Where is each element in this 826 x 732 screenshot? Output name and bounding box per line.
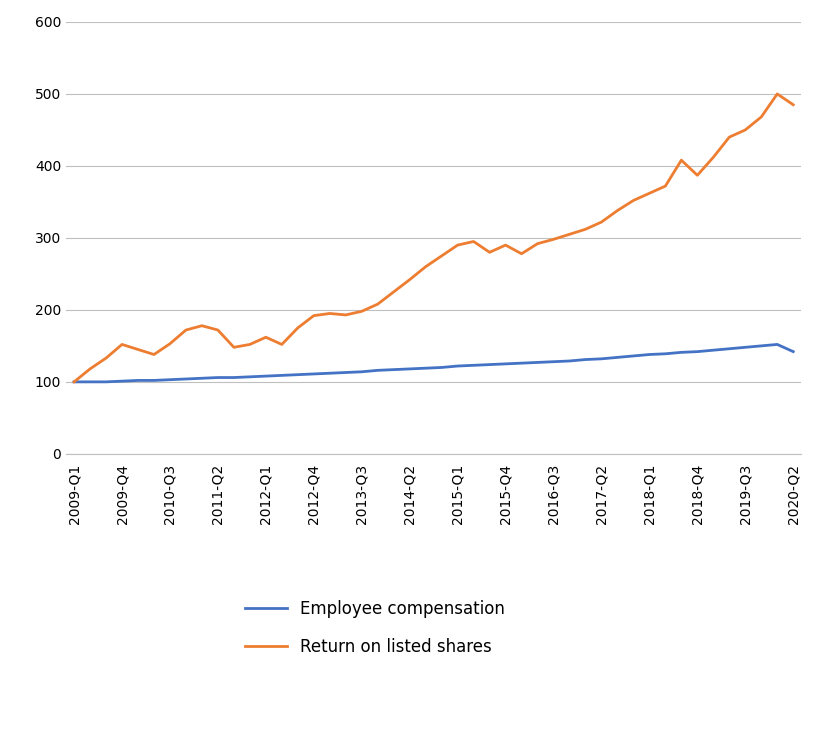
Employee compensation <box>277 371 287 380</box>
Employee compensation <box>357 367 367 376</box>
Employee compensation <box>629 351 638 360</box>
Return on listed shares <box>485 248 495 257</box>
Return on listed shares <box>229 343 239 351</box>
Return on listed shares <box>676 156 686 165</box>
Return on listed shares <box>213 326 223 335</box>
Return on listed shares <box>261 333 271 342</box>
Line: Employee compensation: Employee compensation <box>74 345 793 382</box>
Employee compensation <box>757 341 767 351</box>
Return on listed shares <box>468 237 478 246</box>
Return on listed shares <box>772 89 782 98</box>
Return on listed shares <box>85 365 95 373</box>
Return on listed shares <box>564 230 574 239</box>
Return on listed shares <box>740 125 750 134</box>
Return on listed shares <box>548 235 558 244</box>
Return on listed shares <box>133 345 143 354</box>
Employee compensation <box>453 362 463 370</box>
Return on listed shares <box>629 196 638 205</box>
Employee compensation <box>101 378 111 386</box>
Return on listed shares <box>277 340 287 349</box>
Employee compensation <box>740 343 750 351</box>
Line: Return on listed shares: Return on listed shares <box>74 94 793 382</box>
Return on listed shares <box>101 354 111 362</box>
Return on listed shares <box>692 171 702 179</box>
Return on listed shares <box>357 307 367 315</box>
Employee compensation <box>325 369 335 378</box>
Return on listed shares <box>709 153 719 162</box>
Employee compensation <box>724 344 734 353</box>
Employee compensation <box>293 370 303 379</box>
Employee compensation <box>485 360 495 369</box>
Return on listed shares <box>533 239 543 248</box>
Employee compensation <box>341 368 351 377</box>
Employee compensation <box>644 350 654 359</box>
Employee compensation <box>661 349 671 358</box>
Employee compensation <box>197 374 206 383</box>
Return on listed shares <box>581 225 591 234</box>
Employee compensation <box>245 373 255 381</box>
Return on listed shares <box>405 275 415 284</box>
Employee compensation <box>261 372 271 381</box>
Employee compensation <box>213 373 223 382</box>
Return on listed shares <box>149 350 159 359</box>
Employee compensation <box>676 348 686 356</box>
Return on listed shares <box>245 340 255 349</box>
Employee compensation <box>612 353 623 362</box>
Return on listed shares <box>612 206 623 215</box>
Employee compensation <box>133 376 143 385</box>
Return on listed shares <box>325 309 335 318</box>
Return on listed shares <box>596 217 606 226</box>
Return on listed shares <box>309 311 319 320</box>
Return on listed shares <box>293 324 303 332</box>
Return on listed shares <box>644 189 654 198</box>
Employee compensation <box>389 365 399 374</box>
Return on listed shares <box>724 132 734 141</box>
Employee compensation <box>405 365 415 373</box>
Employee compensation <box>437 363 447 372</box>
Employee compensation <box>516 359 526 367</box>
Return on listed shares <box>757 113 767 122</box>
Return on listed shares <box>516 250 526 258</box>
Employee compensation <box>709 346 719 354</box>
Return on listed shares <box>117 340 127 349</box>
Return on listed shares <box>420 262 430 271</box>
Employee compensation <box>468 361 478 370</box>
Return on listed shares <box>197 321 206 330</box>
Return on listed shares <box>69 378 79 386</box>
Employee compensation <box>85 378 95 386</box>
Return on listed shares <box>373 299 382 308</box>
Employee compensation <box>501 359 510 368</box>
Employee compensation <box>373 366 382 375</box>
Employee compensation <box>564 356 574 365</box>
Employee compensation <box>548 357 558 366</box>
Employee compensation <box>309 370 319 378</box>
Employee compensation <box>117 377 127 386</box>
Return on listed shares <box>437 252 447 261</box>
Return on listed shares <box>389 288 399 296</box>
Employee compensation <box>69 378 79 386</box>
Employee compensation <box>596 354 606 363</box>
Employee compensation <box>229 373 239 382</box>
Return on listed shares <box>165 340 175 348</box>
Employee compensation <box>149 376 159 385</box>
Return on listed shares <box>341 310 351 319</box>
Employee compensation <box>420 364 430 373</box>
Return on listed shares <box>453 241 463 250</box>
Employee compensation <box>533 358 543 367</box>
Employee compensation <box>181 375 191 384</box>
Return on listed shares <box>788 100 798 109</box>
Employee compensation <box>772 340 782 349</box>
Legend: Employee compensation, Return on listed shares: Employee compensation, Return on listed … <box>244 600 505 657</box>
Return on listed shares <box>661 182 671 190</box>
Employee compensation <box>165 376 175 384</box>
Employee compensation <box>581 355 591 364</box>
Return on listed shares <box>501 241 510 250</box>
Employee compensation <box>692 347 702 356</box>
Employee compensation <box>788 347 798 356</box>
Return on listed shares <box>181 326 191 335</box>
